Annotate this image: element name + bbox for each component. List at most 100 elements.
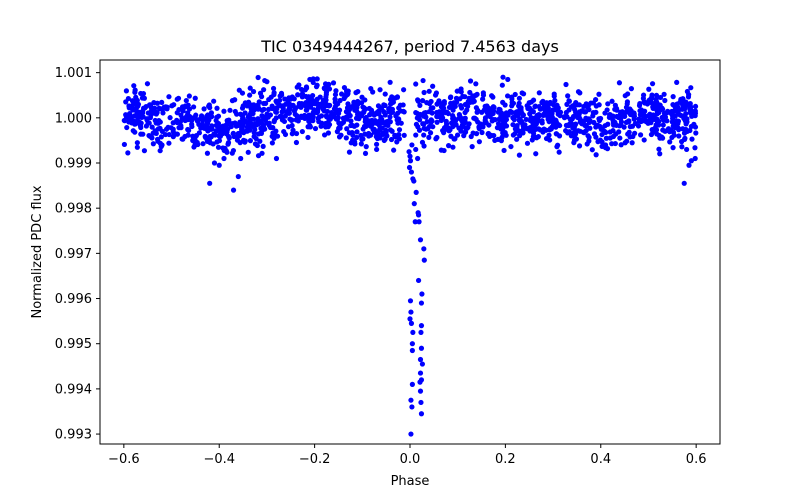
data-point: [396, 127, 403, 133]
data-point: [446, 104, 453, 110]
data-point: [510, 122, 516, 128]
data-point: [346, 130, 352, 136]
data-point: [229, 98, 236, 104]
data-point: [216, 162, 222, 168]
data-point: [406, 164, 413, 171]
data-point: [482, 120, 488, 126]
data-point: [140, 131, 146, 137]
data-point: [487, 112, 493, 119]
data-point: [250, 88, 257, 95]
data-point: [475, 107, 481, 113]
data-point: [261, 106, 267, 112]
data-point: [675, 125, 681, 131]
data-point: [602, 110, 608, 116]
data-point: [436, 98, 442, 104]
data-point: [566, 98, 572, 104]
data-point: [476, 124, 482, 130]
data-point: [586, 138, 592, 144]
data-point: [653, 127, 660, 133]
data-point: [330, 80, 337, 86]
data-point: [547, 99, 553, 106]
data-point: [445, 143, 452, 149]
data-point: [201, 106, 207, 112]
data-point: [555, 142, 561, 148]
data-point: [684, 146, 690, 153]
data-point: [299, 91, 306, 97]
data-point: [417, 102, 423, 108]
data-point: [372, 118, 378, 124]
data-point: [519, 119, 525, 125]
data-point: [222, 128, 228, 135]
data-point: [135, 119, 142, 125]
data-point: [282, 96, 288, 102]
data-point: [314, 76, 320, 82]
data-point: [680, 100, 687, 106]
data-point: [383, 119, 390, 125]
data-point: [618, 116, 624, 122]
data-point: [465, 124, 471, 130]
data-point: [636, 116, 642, 122]
data-point: [428, 117, 434, 123]
data-point: [348, 122, 354, 129]
data-point: [180, 136, 186, 142]
data-point: [316, 119, 322, 125]
data-point: [572, 122, 578, 128]
data-point: [292, 107, 298, 113]
data-point: [628, 86, 635, 92]
data-point: [564, 114, 570, 120]
data-point: [452, 103, 458, 110]
data-point: [407, 298, 414, 304]
data-point: [672, 104, 678, 110]
data-point: [158, 143, 164, 150]
data-point: [691, 123, 697, 129]
data-point: [505, 93, 511, 99]
data-point: [470, 99, 476, 105]
data-point: [396, 116, 402, 123]
data-point: [576, 143, 583, 149]
data-point: [242, 138, 248, 144]
data-point: [647, 111, 653, 117]
data-point: [407, 158, 414, 164]
data-point: [657, 94, 664, 101]
data-point: [354, 134, 360, 141]
data-point: [186, 106, 193, 112]
data-point: [373, 141, 380, 147]
data-point: [355, 101, 361, 107]
data-point: [679, 144, 685, 150]
data-point: [502, 102, 508, 108]
data-point: [423, 126, 429, 132]
data-point: [426, 88, 432, 94]
data-point: [512, 91, 518, 98]
data-point: [468, 133, 474, 140]
data-point: [281, 128, 287, 135]
data-point: [467, 78, 474, 84]
data-point: [135, 113, 141, 119]
data-point: [447, 95, 454, 101]
data-point: [132, 129, 138, 135]
data-point: [602, 142, 609, 148]
data-point: [624, 101, 630, 107]
data-point: [139, 95, 146, 101]
data-point: [627, 134, 633, 140]
data-point: [200, 141, 206, 147]
data-point: [520, 130, 526, 136]
data-point: [662, 97, 668, 104]
data-point: [492, 137, 498, 143]
data-point: [524, 140, 531, 146]
data-point: [154, 120, 160, 126]
data-point: [387, 96, 394, 103]
data-point: [273, 128, 279, 134]
data-point: [225, 139, 232, 146]
data-point: [533, 151, 539, 157]
data-point: [662, 128, 668, 134]
data-point: [532, 104, 538, 110]
data-point: [616, 80, 623, 86]
y-tick-label: 1.000: [55, 111, 92, 126]
data-point: [495, 120, 502, 127]
data-point: [138, 124, 144, 131]
data-point: [131, 83, 137, 89]
x-axis-label: Phase: [391, 474, 430, 489]
data-point: [684, 128, 690, 134]
data-point: [341, 84, 348, 91]
